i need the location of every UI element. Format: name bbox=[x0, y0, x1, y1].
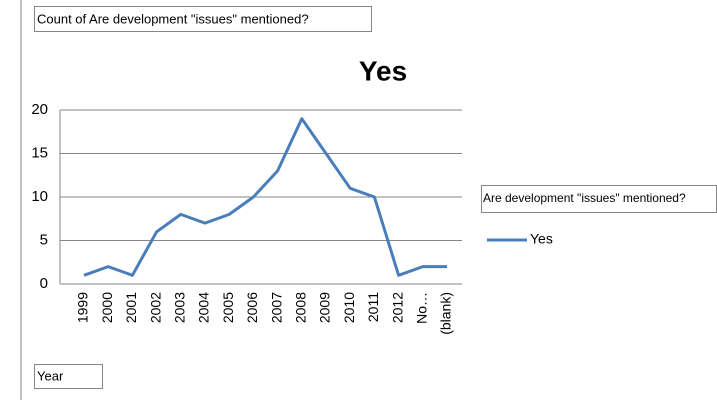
x-tick-label: 2001 bbox=[123, 292, 139, 323]
x-tick-label: 2003 bbox=[172, 292, 188, 323]
value-field-button[interactable] bbox=[34, 6, 372, 32]
x-tick-label: 2000 bbox=[99, 292, 115, 323]
axis-field-label: Year bbox=[37, 368, 64, 383]
x-tick-label: 2006 bbox=[244, 292, 260, 323]
x-tick-label: 1999 bbox=[75, 292, 91, 323]
series-line bbox=[83, 117, 447, 277]
x-tick-label: 2012 bbox=[389, 292, 405, 323]
x-tick-label: 2010 bbox=[341, 292, 357, 323]
y-tick-label: 0 bbox=[40, 275, 48, 292]
axis-field-button[interactable] bbox=[34, 364, 103, 389]
x-tick-label: 2008 bbox=[293, 292, 309, 323]
chart-title: Yes bbox=[359, 55, 407, 86]
x-tick-label: 2009 bbox=[317, 292, 333, 323]
x-tick-label: 2011 bbox=[365, 292, 381, 322]
x-tick-label: (blank) bbox=[438, 292, 454, 335]
x-tick-label: No… bbox=[414, 292, 430, 324]
x-tick-label: 2002 bbox=[147, 292, 163, 323]
x-tick-label: 2007 bbox=[268, 292, 284, 323]
y-tick-label: 20 bbox=[31, 101, 48, 118]
legend-field-button[interactable] bbox=[481, 185, 717, 213]
legend-label: Yes bbox=[530, 231, 553, 247]
x-tick-label: 2005 bbox=[220, 292, 236, 323]
value-field-label: Count of Are development "issues" mentio… bbox=[37, 11, 309, 26]
x-tick-label: 2004 bbox=[196, 292, 212, 323]
y-tick-label: 15 bbox=[31, 144, 48, 161]
y-tick-label: 5 bbox=[40, 231, 48, 248]
y-tick-label: 10 bbox=[31, 188, 48, 205]
legend-title: Are development "issues" mentioned? bbox=[483, 191, 686, 205]
